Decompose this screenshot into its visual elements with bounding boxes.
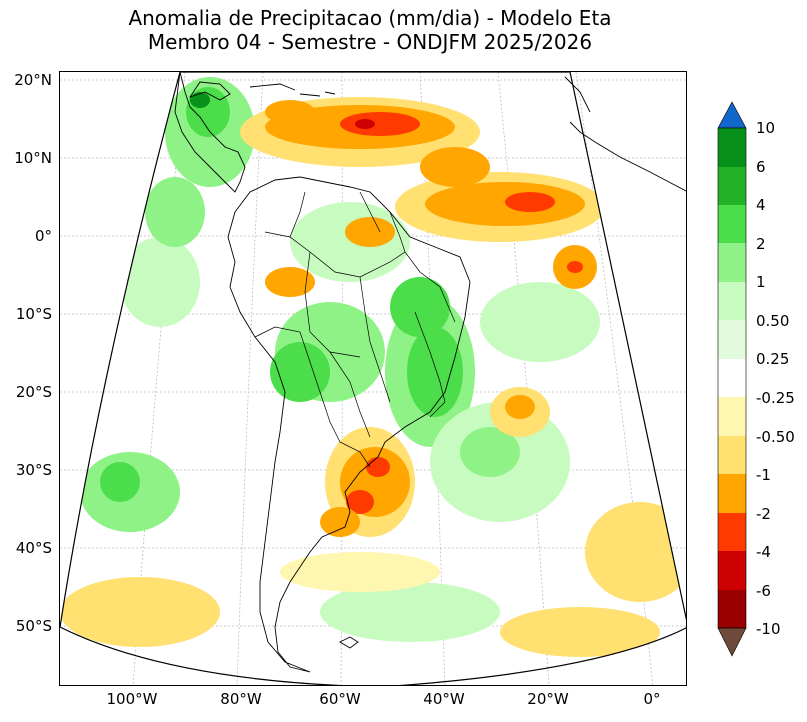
- colorbar-label: 4: [756, 196, 766, 214]
- negative-anomaly-atlantic-mid-core: [505, 395, 535, 419]
- caribbean-islands: [249, 83, 336, 97]
- positive-anomaly-atlantic-north: [480, 282, 600, 362]
- positive-anomaly-honduras: [190, 92, 210, 108]
- lat-label-0: 0°: [34, 227, 52, 245]
- negative-anomaly-argentina-south: [280, 552, 440, 592]
- lon-label-40w: 40°W: [423, 690, 465, 708]
- lat-label-50s: 50°S: [15, 617, 52, 635]
- lat-label-20n: 20°N: [14, 71, 52, 89]
- negative-anomaly-atlantic-east-core: [567, 261, 583, 273]
- colorbar-label: 0.25: [756, 350, 790, 368]
- coastlines: [174, 72, 686, 673]
- lon-label-0: 0°: [643, 690, 661, 708]
- colorbar-segment: [718, 513, 746, 551]
- map-title: Anomalia de Precipitacao (mm/dia) - Mode…: [0, 6, 740, 54]
- colorbar-segment: [718, 359, 746, 397]
- positive-anomaly-brazil-east-core: [407, 327, 463, 417]
- precipitation-anomaly-map: [60, 72, 686, 685]
- lon-label-60w: 60°W: [319, 690, 361, 708]
- colorbar-segment: [718, 128, 746, 167]
- negative-anomaly-peru: [265, 267, 315, 297]
- title-line-1: Anomalia de Precipitacao (mm/dia) - Mode…: [128, 6, 612, 30]
- colorbar-segment: [718, 282, 746, 320]
- lon-label-80w: 80°W: [220, 690, 262, 708]
- negative-anomaly-pampas: [320, 507, 360, 537]
- negative-anomaly-south-atlantic-far: [500, 607, 660, 657]
- lat-label-20s: 20°S: [15, 383, 52, 401]
- colorbar-segment: [718, 397, 746, 436]
- negative-anomaly-atlantic-itcz-mod: [425, 182, 585, 226]
- colorbar-label: 10: [756, 119, 776, 137]
- positive-anomaly-bolivia: [270, 342, 330, 402]
- positive-anomaly-atlantic-south-core: [460, 427, 520, 477]
- colorbar-label: -10: [756, 620, 781, 638]
- colorbar-label: -4: [756, 543, 771, 561]
- colorbar-label: 0.50: [756, 312, 790, 330]
- lat-label-10s: 10°S: [15, 305, 52, 323]
- colorbar-label: 2: [756, 235, 766, 253]
- colorbar-label: -1: [756, 466, 771, 484]
- colorbar-segment: [718, 205, 746, 243]
- lon-label-20w: 20°W: [527, 690, 569, 708]
- colorbar-segment: [718, 551, 746, 590]
- yucatan-coastline: [188, 81, 231, 101]
- positive-anomaly-pacific-south-core: [100, 462, 140, 502]
- positive-anomaly-pacific-east: [120, 237, 200, 327]
- title-line-2: Membro 04 - Semestre - ONDJFM 2025/2026: [147, 30, 593, 54]
- colorbar: [717, 101, 747, 657]
- lat-label-10n: 10°N: [14, 149, 52, 167]
- colorbar-bottom-arrow: [717, 627, 747, 657]
- negative-anomaly-caribbean-core: [355, 119, 375, 129]
- colorbar-label: -6: [756, 582, 771, 600]
- lat-label-40s: 40°S: [15, 539, 52, 557]
- anomaly-field: [60, 77, 686, 657]
- positive-anomaly-pacific-itcz: [145, 177, 205, 247]
- central-america-coastline: [174, 72, 246, 193]
- negative-anomaly-south-pacific: [60, 577, 220, 647]
- positive-anomaly-patagonia: [320, 582, 500, 642]
- negative-anomaly-caribbean-strong: [340, 112, 420, 136]
- lat-label-30s: 30°S: [15, 461, 52, 479]
- positive-anomaly-bahia: [390, 277, 450, 337]
- negative-anomaly-guianas: [420, 147, 490, 187]
- country-borders: [254, 191, 456, 468]
- africa-coastline: [564, 76, 686, 192]
- colorbar-segment: [718, 167, 746, 205]
- negative-anomaly-rio-grande: [346, 490, 374, 514]
- negative-anomaly-amazon-north: [345, 217, 395, 247]
- colorbar-segment: [718, 474, 746, 513]
- colorbar-segment: [718, 436, 746, 474]
- colorbar-segment: [718, 320, 746, 359]
- colorbar-label: 1: [756, 273, 766, 291]
- colorbar-top-arrow: [717, 101, 747, 129]
- falkland-islands: [339, 636, 359, 649]
- colorbar-label: 6: [756, 158, 766, 176]
- model-domain-boundary: [60, 72, 686, 685]
- colorbar-segment: [718, 590, 746, 628]
- map-panel: [59, 71, 687, 686]
- lon-label-100w: 100°W: [106, 690, 158, 708]
- colorbar-segment: [718, 243, 746, 282]
- colorbar-label: -0.50: [756, 428, 795, 446]
- negative-anomaly-venezuela: [265, 100, 315, 124]
- negative-anomaly-atlantic-itcz-strong: [505, 192, 555, 212]
- colorbar-label: -0.25: [756, 389, 795, 407]
- colorbar-label: -2: [756, 505, 771, 523]
- south-america-coastline: [227, 176, 471, 673]
